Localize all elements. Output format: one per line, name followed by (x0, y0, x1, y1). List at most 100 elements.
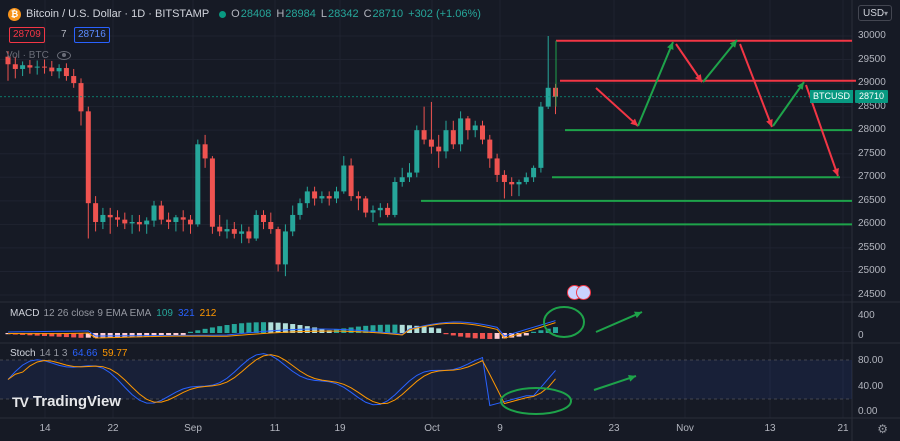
macd-histogram-bar (136, 333, 142, 337)
signal-line (7, 322, 556, 339)
candle-body (129, 222, 135, 224)
symbol-title[interactable]: Bitcoin / U.S. Dollar · 1D · BITSTAMP (26, 8, 210, 20)
price-axis-label: 27500 (858, 147, 886, 159)
macd-histogram-bar (399, 324, 405, 333)
time-axis-label: 22 (107, 423, 119, 434)
macd-value-macd: 321 (177, 308, 195, 319)
symbol-header: ₿ Bitcoin / U.S. Dollar · 1D · BITSTAMP … (8, 6, 481, 22)
forecast-arrow-up-1 (637, 41, 674, 127)
tradingview-logo[interactable]: TV TradingView (12, 393, 121, 410)
candle-body (304, 191, 310, 204)
candle-body (166, 219, 172, 223)
candle-body (188, 219, 193, 225)
price-axis-label: 30000 (858, 30, 886, 41)
candle-body (487, 139, 493, 159)
candle-body (268, 222, 274, 230)
macd-histogram-bar (275, 322, 281, 333)
macd-histogram-bar (224, 325, 230, 333)
candle-body (27, 65, 33, 68)
candle-body (71, 76, 77, 84)
forecast-arrow-down-2-head (695, 74, 702, 82)
macd-histogram-bar (209, 327, 215, 333)
candle-body (538, 106, 544, 168)
macd-histogram-bar (326, 330, 332, 333)
candle-body (334, 191, 339, 199)
candle-body (458, 118, 464, 145)
candle-body (392, 181, 398, 215)
forecast-arrow-down-4-head (832, 168, 839, 176)
candle-body (78, 83, 84, 112)
currency-select[interactable]: USD ▾ (858, 5, 892, 21)
macd-histogram-bar (494, 333, 500, 339)
currency-label: USD (863, 8, 885, 19)
low-label: L (320, 8, 327, 20)
macd-histogram-bar (85, 333, 91, 338)
candle-body (42, 66, 47, 68)
candle-body (377, 207, 383, 211)
stoch-band (0, 360, 852, 399)
candle-body (282, 231, 288, 265)
candle-body (443, 130, 449, 152)
candle-body (261, 214, 266, 223)
annotation-circle-macd (543, 306, 585, 338)
price-axis-label: 25000 (858, 265, 886, 277)
macd-histogram-bar (239, 323, 245, 333)
macd-histogram-bar (246, 322, 252, 333)
tradingview-wordmark: TradingView (32, 393, 121, 410)
macd-histogram-bar (42, 333, 47, 336)
stoch-legend[interactable]: Stoch 14 1 3 64.66 59.77 (10, 348, 127, 359)
candle-body (509, 181, 515, 185)
time-axis-label: 21 (837, 423, 849, 434)
price-axis-label: 29000 (858, 77, 886, 89)
sell-button[interactable]: 28709 (9, 27, 45, 43)
price-axis-label: 27000 (858, 171, 886, 183)
candle-body (239, 231, 245, 234)
candle-body (93, 203, 99, 223)
annotation-circle-stoch (500, 387, 572, 415)
candle-body (450, 130, 456, 145)
macd-histogram-bar (312, 327, 318, 333)
high-value: 28984 (285, 8, 316, 20)
candle-body (100, 214, 106, 223)
macd-histogram-bar (377, 324, 383, 333)
candle-body (209, 158, 215, 227)
macd-histogram-bar (195, 330, 201, 333)
macd-histogram-bar (151, 333, 157, 337)
candle-body (494, 158, 500, 175)
buy-button[interactable]: 28716 (74, 27, 110, 43)
macd-histogram-bar (71, 333, 77, 338)
macd-histogram-bar (458, 333, 464, 337)
high-label: H (276, 8, 285, 20)
close-label: C (363, 8, 372, 20)
candle-body (312, 191, 318, 199)
macd-histogram-bar (465, 333, 471, 338)
chevron-down-icon: ▾ (883, 9, 888, 18)
time-axis-label: 11 (269, 423, 281, 434)
candle-body (407, 172, 412, 178)
macd-histogram-bar (158, 333, 164, 337)
price-axis-label: 26000 (858, 218, 886, 230)
candle-body (436, 146, 442, 152)
forecast-arrow-up-2-head (729, 40, 737, 48)
stoch-axis-label: 80.00 (858, 355, 884, 366)
volume-label: Vol · BTC (6, 50, 49, 61)
open-value: 28408 (240, 8, 272, 20)
candle-body (355, 196, 361, 199)
macd-histogram-bar (56, 333, 62, 337)
gear-icon[interactable]: ⚙ (877, 422, 888, 436)
us-flag-event-icon-2[interactable] (576, 285, 591, 300)
macd-histogram-bar (450, 333, 456, 336)
macd-histogram-bar (443, 333, 449, 335)
candle-body (472, 125, 478, 131)
forecast-arrow-up-3 (772, 81, 805, 127)
annotation-arrow-stoch (593, 375, 637, 391)
candle-body (56, 68, 62, 72)
forecast-arrow-down-3 (739, 43, 773, 128)
eye-icon[interactable] (56, 51, 71, 60)
volume-legend: Vol · BTC (6, 50, 71, 61)
price-axis-label: 24500 (858, 289, 886, 300)
macd-legend[interactable]: MACD 12 26 close 9 EMA EMA 109 321 212 (10, 308, 216, 319)
low-value: 28342 (328, 8, 359, 20)
candle-body (158, 205, 164, 220)
